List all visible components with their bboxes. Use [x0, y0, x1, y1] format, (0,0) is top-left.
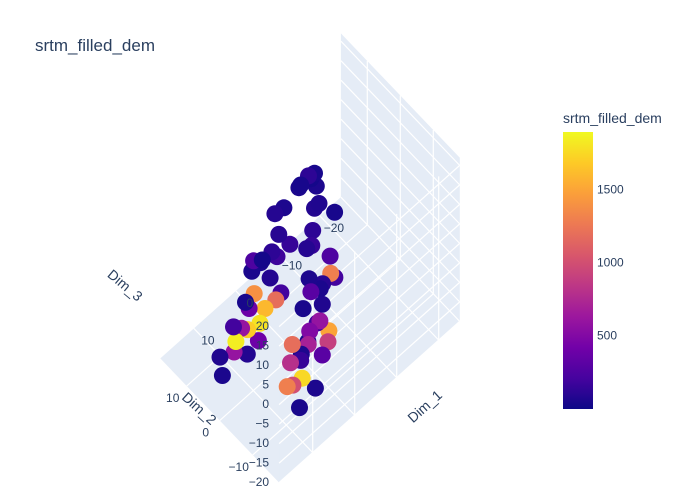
gridline-z	[278, 301, 461, 464]
x-tick-label: 0	[247, 296, 254, 310]
x-tick-label: −10	[282, 259, 303, 273]
gridline-z	[278, 262, 461, 425]
colorbar-tick-label: 500	[597, 328, 617, 342]
z-tick-label: −5	[255, 416, 269, 430]
x-tick-label: −20	[324, 221, 345, 235]
data-point[interactable]	[211, 348, 229, 366]
data-point[interactable]	[281, 235, 299, 253]
data-point[interactable]	[283, 336, 301, 353]
colorbar-ticks: 500 1000 1500	[597, 182, 624, 342]
y-tick-label: 10	[166, 391, 180, 405]
gridline-z	[278, 281, 461, 445]
gridline-y	[252, 293, 434, 456]
data-point[interactable]	[213, 367, 231, 384]
z-axis-title: Dim_3	[105, 266, 146, 304]
z-tick-label: 15	[256, 338, 270, 352]
data-point[interactable]	[278, 378, 296, 396]
data-point[interactable]	[291, 399, 308, 417]
data-point[interactable]	[266, 205, 284, 223]
gridline-z	[340, 60, 461, 186]
data-point[interactable]	[261, 269, 279, 287]
data-point[interactable]	[237, 293, 254, 311]
x-tick-label: 10	[201, 334, 215, 348]
y-tick-label: −10	[229, 460, 250, 474]
z-tick-label: 5	[262, 377, 269, 391]
data-point[interactable]	[227, 333, 245, 350]
data-point[interactable]	[270, 225, 288, 243]
data-point[interactable]	[306, 379, 324, 397]
z-tick-label: −10	[249, 436, 270, 450]
data-point[interactable]	[282, 354, 299, 372]
colorbar: srtm_filled_dem 500 1000 1500	[563, 110, 662, 409]
z-tick-label: −15	[249, 455, 270, 469]
colorbar-title: srtm_filled_dem	[563, 110, 662, 126]
colorbar-gradient	[563, 132, 593, 409]
data-point[interactable]	[310, 195, 328, 212]
data-point[interactable]	[238, 345, 256, 363]
z-tick-label: 10	[256, 358, 270, 372]
gridline-z	[278, 223, 461, 386]
chart-title: srtm_filled_dem	[35, 36, 155, 55]
data-point[interactable]	[249, 332, 267, 350]
data-point[interactable]	[321, 247, 339, 265]
data-point[interactable]	[300, 270, 318, 288]
data-point[interactable]	[256, 300, 274, 317]
z-tick-label: −20	[249, 475, 270, 489]
gridline-z	[278, 184, 461, 347]
y-tick-label: 0	[202, 426, 209, 440]
data-point[interactable]	[326, 203, 344, 221]
z-tick-label: 20	[256, 319, 270, 333]
colorbar-tick-label: 1000	[597, 255, 624, 269]
x-axis-title: Dim_1	[404, 387, 445, 426]
scene-3d[interactable]: −20−10010−10010−20−15−10−505101520Dim_1D…	[105, 33, 461, 489]
data-point[interactable]	[319, 333, 337, 351]
data-point[interactable]	[313, 346, 331, 364]
data-point[interactable]	[294, 300, 312, 318]
gridline-z	[278, 320, 461, 484]
data-point[interactable]	[301, 322, 319, 340]
data-point[interactable]	[298, 240, 316, 258]
data-point[interactable]	[253, 251, 271, 269]
colorbar-tick-label: 1500	[597, 182, 624, 196]
data-point[interactable]	[292, 176, 310, 194]
data-point[interactable]	[302, 283, 320, 301]
data-point[interactable]	[304, 222, 322, 239]
z-tick-label: 0	[262, 397, 269, 411]
gridline-z	[340, 40, 461, 166]
back-wall-y	[279, 157, 460, 483]
data-point[interactable]	[313, 295, 331, 313]
data-point[interactable]	[225, 318, 242, 336]
